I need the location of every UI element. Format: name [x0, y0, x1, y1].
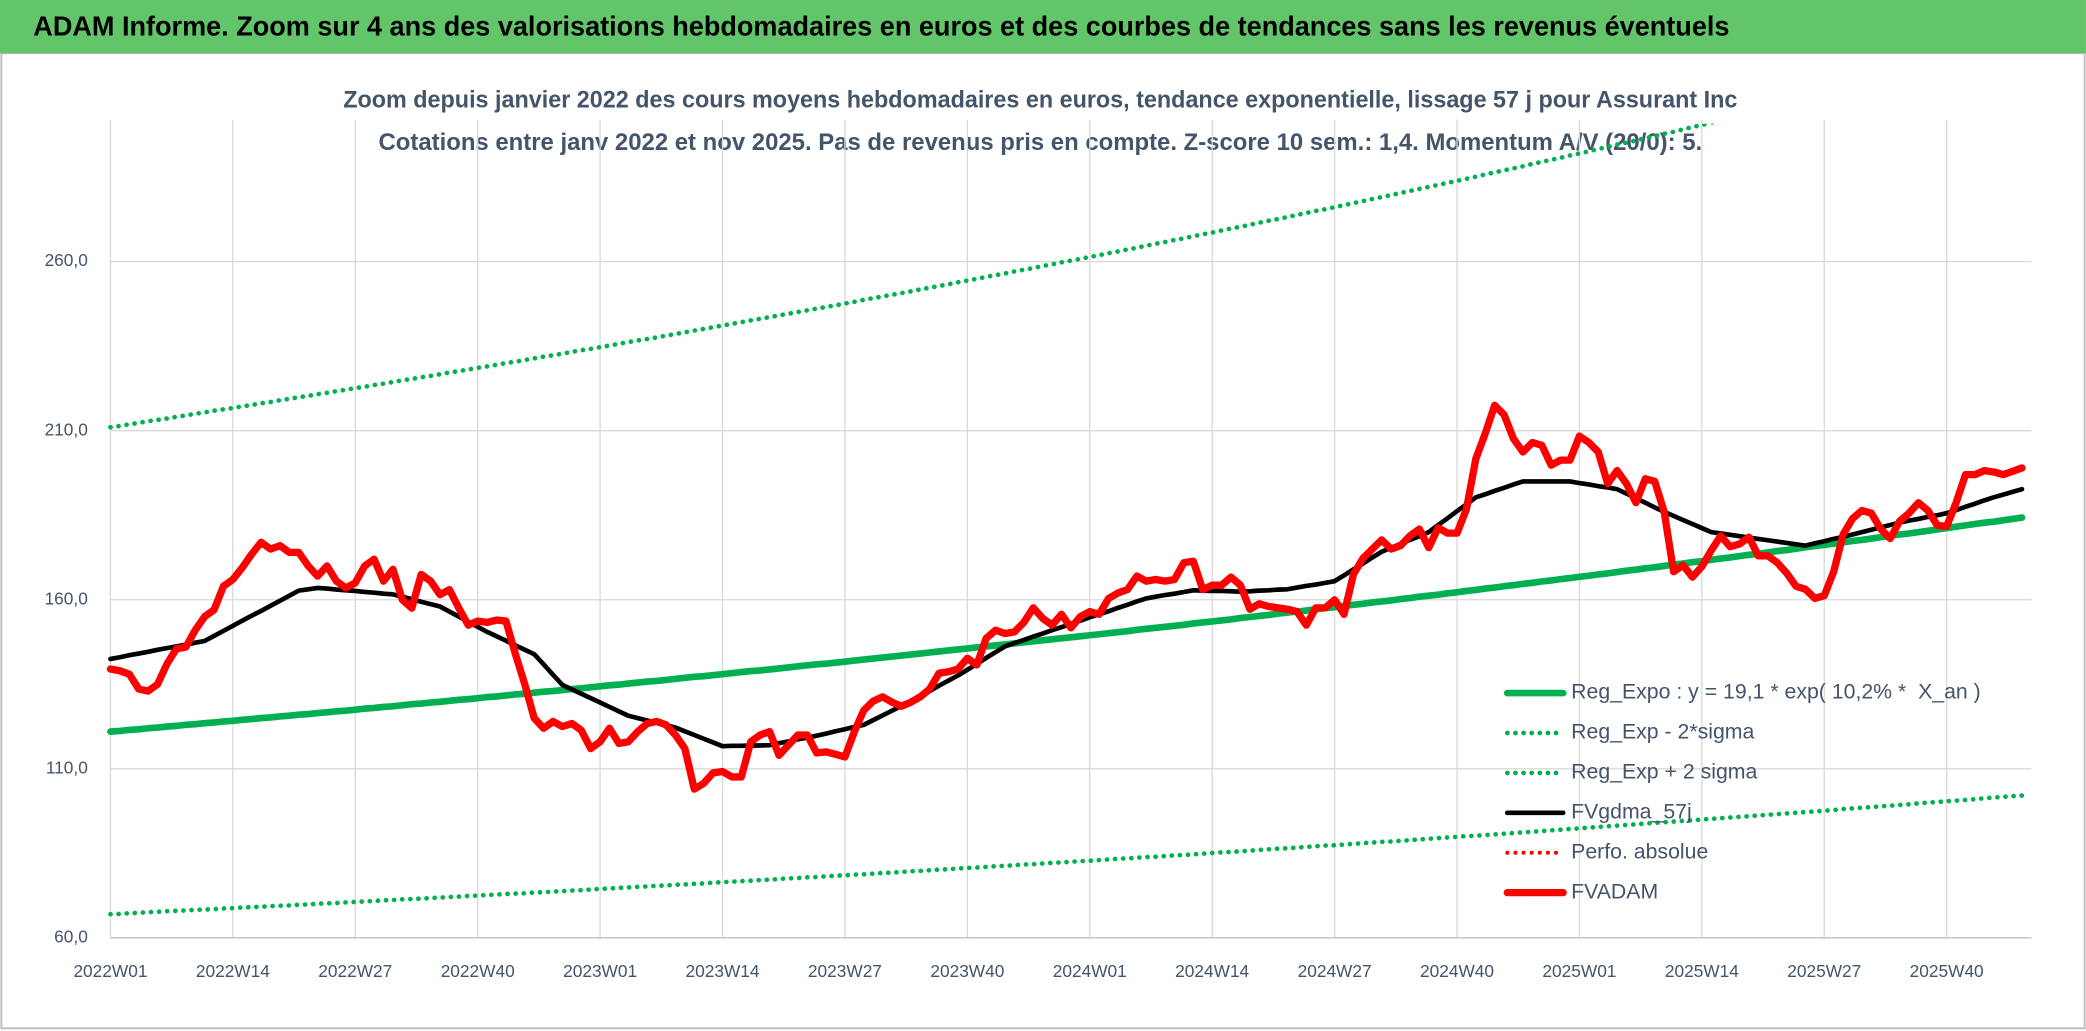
series-line	[108, 793, 2025, 917]
x-tick-label: 2022W27	[318, 961, 392, 981]
x-tick-label: 2024W14	[1175, 961, 1249, 981]
legend-label: Reg_Exp - 2*sigma	[1571, 720, 1754, 744]
x-tick-label: 2025W14	[1665, 961, 1739, 981]
x-tick-label: 2022W01	[73, 961, 147, 981]
legend-label: Reg_Expo : y = 19,1 * exp( 10,2% * X_an …	[1571, 680, 1981, 704]
y-tick-label: 60,0	[54, 926, 88, 946]
series-line	[106, 401, 2026, 793]
x-tick-label: 2024W40	[1420, 961, 1494, 981]
x-tick-label: 2023W27	[808, 961, 882, 981]
chart-title: Zoom depuis janvier 2022 des cours moyen…	[343, 86, 1737, 113]
x-tick-label: 2022W14	[196, 961, 270, 981]
legend-label: Reg_Exp + 2 sigma	[1571, 760, 1757, 784]
legend-label: Perfo. absolue	[1571, 839, 1708, 863]
y-tick-label: 110,0	[46, 757, 88, 777]
banner	[0, 0, 2086, 54]
y-tick-label: 260,0	[45, 250, 88, 270]
y-tick-label: 160,0	[45, 588, 88, 608]
y-tick-label: 210,0	[45, 419, 88, 439]
x-tick-label: 2023W40	[930, 961, 1004, 981]
x-tick-label: 2024W27	[1298, 961, 1372, 981]
x-tick-label: 2025W40	[1910, 961, 1984, 981]
legend-label: FVgdma_57j	[1571, 799, 1692, 823]
x-tick-label: 2022W40	[441, 961, 515, 981]
x-tick-label: 2023W01	[563, 961, 637, 981]
chart-subtitle: Cotations entre janv 2022 et nov 2025. P…	[379, 129, 1703, 156]
x-tick-label: 2024W01	[1053, 961, 1127, 981]
legend-label: FVADAM	[1571, 879, 1658, 903]
x-tick-label: 2025W27	[1787, 961, 1861, 981]
banner-title: ADAM Informe. Zoom sur 4 ans des valoris…	[33, 10, 1729, 41]
plot-area	[106, 123, 2026, 917]
x-tick-label: 2025W01	[1542, 961, 1616, 981]
x-tick-label: 2023W14	[686, 961, 760, 981]
series-line	[108, 123, 1718, 430]
